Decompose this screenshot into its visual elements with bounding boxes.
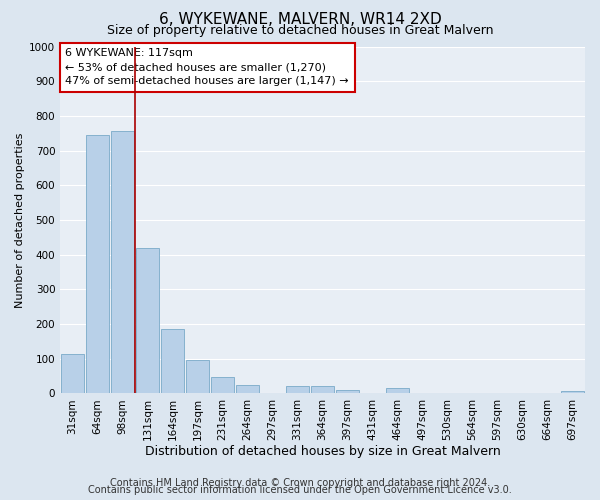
Bar bbox=[161, 329, 184, 394]
Bar bbox=[187, 360, 209, 394]
Bar bbox=[561, 391, 584, 394]
Bar bbox=[61, 354, 84, 394]
X-axis label: Distribution of detached houses by size in Great Malvern: Distribution of detached houses by size … bbox=[145, 444, 500, 458]
Y-axis label: Number of detached properties: Number of detached properties bbox=[15, 132, 25, 308]
Bar bbox=[286, 386, 309, 394]
Bar bbox=[86, 135, 109, 394]
Bar bbox=[311, 386, 334, 394]
Text: 6 WYKEWANE: 117sqm
← 53% of detached houses are smaller (1,270)
47% of semi-deta: 6 WYKEWANE: 117sqm ← 53% of detached hou… bbox=[65, 48, 349, 86]
Bar bbox=[211, 378, 234, 394]
Bar bbox=[337, 390, 359, 394]
Text: Contains HM Land Registry data © Crown copyright and database right 2024.: Contains HM Land Registry data © Crown c… bbox=[110, 478, 490, 488]
Text: Size of property relative to detached houses in Great Malvern: Size of property relative to detached ho… bbox=[107, 24, 493, 37]
Bar bbox=[236, 384, 259, 394]
Bar bbox=[386, 388, 409, 394]
Bar bbox=[112, 131, 134, 394]
Text: 6, WYKEWANE, MALVERN, WR14 2XD: 6, WYKEWANE, MALVERN, WR14 2XD bbox=[158, 12, 442, 28]
Bar bbox=[136, 248, 159, 394]
Text: Contains public sector information licensed under the Open Government Licence v3: Contains public sector information licen… bbox=[88, 485, 512, 495]
